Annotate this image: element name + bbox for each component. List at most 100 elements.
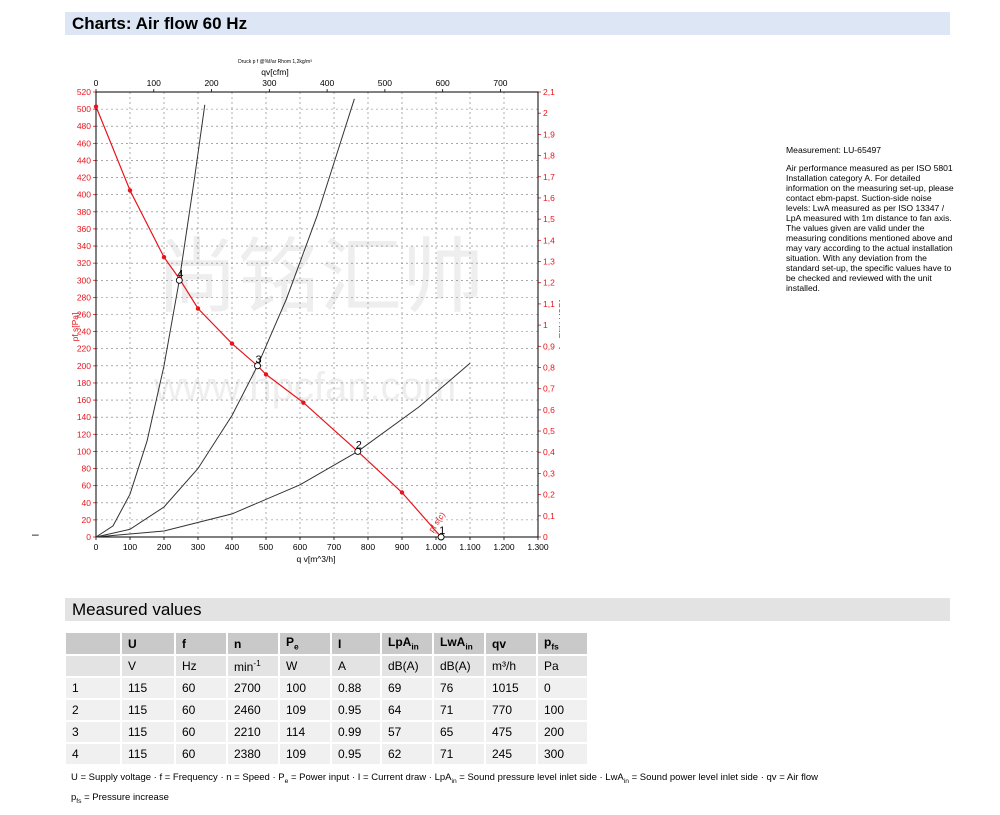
fan-curve-point (161, 254, 167, 260)
x-tick-label: 900 (395, 542, 409, 552)
x-tick-label: 400 (225, 542, 239, 552)
y2-tick-label: 0,8 (543, 362, 555, 372)
table-cell: 2380 (226, 743, 279, 766)
watermark-cn: 尚铭汇帅 (156, 230, 484, 325)
table-cell: 60 (174, 677, 227, 700)
table-cell: 0.99 (330, 721, 381, 744)
table-row: 3 115 60 2210 114 0.99 57 65 475 200 (66, 721, 587, 744)
y-tick-label: 40 (82, 498, 92, 508)
table-cell: 770 (484, 699, 537, 722)
table-cell: 71 (432, 743, 485, 766)
fan-curve-point (263, 372, 269, 377)
fan-curve-point (229, 341, 235, 346)
table-cell: 71 (432, 699, 485, 722)
table-header-row: U f n Pe I LpAin LwAin qv pfs (66, 633, 587, 656)
y-tick-label: 260 (77, 310, 91, 320)
unit-cell: min-1 (226, 655, 279, 678)
x2-tick-label: 100 (147, 78, 161, 88)
col-header-pe: Pe (278, 633, 331, 656)
table-cell: 3 (66, 721, 121, 744)
legend-line-2: pfs = Pressure increase (71, 791, 169, 805)
unit-cell: dB(A) (432, 655, 485, 678)
table-cell: 65 (432, 721, 485, 744)
y2-tick-label: 1,5 (543, 214, 555, 224)
x-tick-label: 1.300 (527, 542, 549, 552)
y2-tick-label: 0,7 (543, 384, 555, 394)
x-tick-label: 0 (94, 542, 99, 552)
table-cell: 0.95 (330, 699, 381, 722)
y-tick-label: 140 (77, 412, 91, 422)
col-header-n: n (226, 633, 279, 656)
table-cell: 60 (174, 743, 227, 766)
y-tick-label: 520 (77, 87, 91, 97)
col-header-qv: qv (484, 633, 537, 656)
unit-cell: dB(A) (380, 655, 433, 678)
y2-tick-label: 1,6 (543, 193, 555, 203)
col-header-f: f (174, 633, 227, 656)
x2-tick-label: 700 (493, 78, 507, 88)
col-header-u: U (120, 633, 175, 656)
table-cell: 115 (120, 721, 175, 744)
system-curve (95, 104, 206, 538)
y-tick-label: 80 (82, 464, 92, 474)
measurement-id: Measurement: LU-65497 (786, 145, 882, 155)
system-curve (95, 362, 471, 538)
y-tick-label: 440 (77, 155, 91, 165)
table-cell: 76 (432, 677, 485, 700)
y2-tick-label: 1,4 (543, 235, 555, 245)
table-cell: 57 (380, 721, 433, 744)
y-tick-label: 360 (77, 224, 91, 234)
col-header-i: I (330, 633, 381, 656)
table-cell: 115 (120, 699, 175, 722)
fan-curve-point (93, 104, 99, 109)
system-curve (95, 98, 355, 538)
fan-curve-point (399, 490, 405, 495)
fan-curve-point (301, 400, 306, 405)
operating-point (254, 362, 261, 370)
table-cell: 109 (278, 743, 331, 766)
y-tick-label: 340 (77, 241, 91, 251)
fan-curve (95, 106, 442, 538)
legend-line-1: U = Supply voltage · f = Frequency · n =… (71, 772, 818, 785)
table-cell: 69 (380, 677, 433, 700)
table-cell: 200 (536, 721, 587, 744)
measured-section-title: Measured values (72, 600, 202, 619)
x-tick-label: 100 (123, 542, 137, 552)
y2-tick-label: 0,1 (543, 511, 555, 521)
y-tick-label: 160 (77, 395, 91, 405)
unit-cell: m³/h (484, 655, 537, 678)
table-cell: 2460 (226, 699, 279, 722)
y-tick-label: 500 (77, 104, 91, 114)
measurement-info: Measurement: LU-65497 Air performance me… (786, 145, 956, 301)
operating-point-label: 2 (356, 439, 362, 451)
x2-tick-label: 600 (436, 78, 450, 88)
y2-tick-label: 0,2 (543, 490, 555, 500)
table-units-row: V Hz min-1 W A dB(A) dB(A) m³/h Pa (66, 655, 587, 678)
table-cell: 2700 (226, 677, 279, 700)
table-cell: 62 (380, 743, 433, 766)
table-cell: 60 (174, 699, 227, 722)
operating-point-label: 3 (256, 354, 262, 366)
x-tick-label: 500 (259, 542, 273, 552)
table-row: 1 115 60 2700 100 0.88 69 76 1015 0 (66, 677, 587, 700)
col-header-lpain: LpAin (380, 633, 433, 656)
dash-mark: – (32, 527, 39, 541)
y2-tick-label: 1,1 (543, 299, 555, 309)
y-tick-label: 120 (77, 429, 91, 439)
y2-tick-label: 0,3 (543, 468, 555, 478)
table-row: 2 115 60 2460 109 0.95 64 71 770 100 (66, 699, 587, 722)
x2-tick-label: 500 (378, 78, 392, 88)
unit-cell: W (278, 655, 331, 678)
table-cell: 114 (278, 721, 331, 744)
y-tick-label: 240 (77, 327, 91, 337)
fan-curve-point (127, 188, 133, 193)
y2-tick-label: 1,9 (543, 129, 555, 139)
table-cell: 0 (536, 677, 587, 700)
y2-tick-label: 1,7 (543, 172, 555, 182)
y-tick-label: 200 (77, 361, 91, 371)
col-header-lwain: LwAin (432, 633, 485, 656)
y-axis-label: pf s[Pa] (70, 313, 80, 342)
operating-point-label: 1 (439, 525, 445, 537)
y-tick-label: 400 (77, 190, 91, 200)
